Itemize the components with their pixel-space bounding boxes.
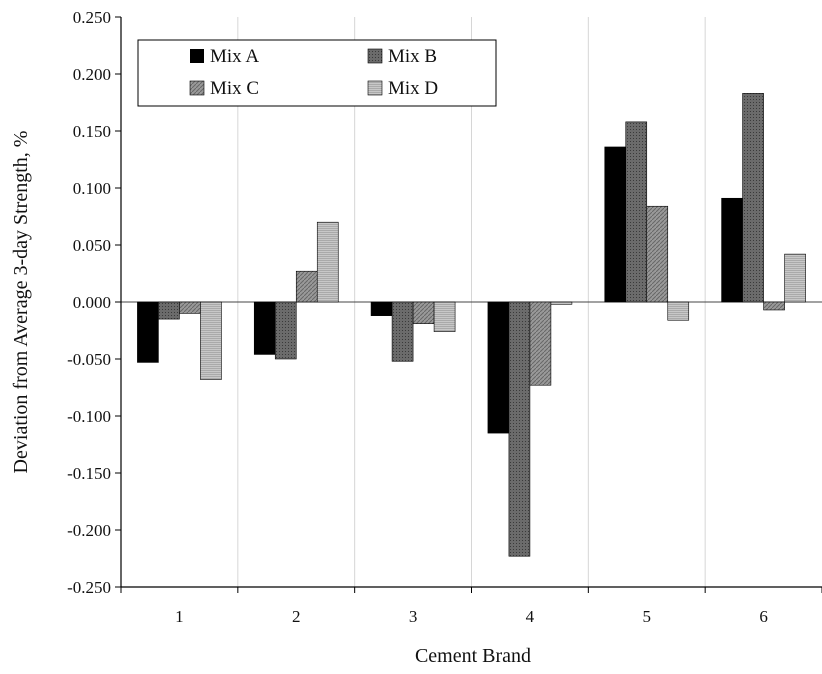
y-tick-label: 0.200: [73, 65, 111, 84]
x-tick-label: 4: [526, 607, 535, 626]
bar-mix-c-brand-4: [529, 301, 552, 386]
bar-mix-a-brand-3: [370, 301, 393, 316]
legend-label-mix-b: Mix B: [388, 46, 437, 67]
x-tick-label: 2: [292, 607, 301, 626]
legend-label-mix-d: Mix D: [388, 78, 438, 99]
y-tick-label: -0.050: [67, 350, 111, 369]
bar-mix-a-brand-4: [487, 301, 510, 434]
bar-mix-b-brand-6: [742, 93, 764, 303]
bar-mix-c-brand-1: [179, 301, 201, 314]
x-tick-label: 5: [643, 607, 652, 626]
legend: Mix A Mix B Mix C Mix D: [137, 39, 497, 107]
bar-mix-c-brand-6: [763, 301, 785, 311]
bar-mix-d-brand-4: [550, 301, 573, 305]
y-tick-label: -0.250: [67, 578, 111, 597]
legend-label-mix-c: Mix C: [210, 78, 259, 99]
bar-mix-a-brand-6: [721, 197, 743, 303]
legend-swatch-mix-c: [189, 80, 205, 96]
bar-mix-d-brand-6: [784, 253, 806, 303]
y-tick-label: -0.200: [67, 521, 111, 540]
bar-mix-c-brand-5: [646, 205, 669, 303]
legend-swatch-mix-b: [367, 48, 383, 64]
bar-mix-b-brand-2: [274, 301, 297, 360]
bar-mix-c-brand-3: [412, 301, 435, 324]
y-tick-label: -0.100: [67, 407, 111, 426]
x-ticks: 1 2 3 4 5 6: [120, 587, 822, 626]
x-tick-label: 1: [175, 607, 184, 626]
y-tick-label: 0.000: [73, 293, 111, 312]
bar-mix-b-brand-4: [508, 301, 531, 557]
bar-mix-b-brand-1: [158, 301, 180, 320]
y-ticks: 0.250 0.200 0.150 0.100 0.050 0.000 -0.050 -0.1…: [67, 8, 121, 597]
y-tick-label: 0.250: [73, 8, 111, 27]
bar-mix-a-brand-1: [137, 301, 159, 363]
y-axis-title: Deviation from Average 3-day Strength, %: [10, 131, 32, 474]
bars: [137, 93, 806, 557]
x-axis-title: Cement Brand: [415, 645, 531, 667]
y-tick-label: 0.050: [73, 236, 111, 255]
bar-mix-d-brand-1: [200, 301, 222, 380]
x-tick-label: 6: [759, 607, 768, 626]
x-tick-label: 3: [409, 607, 418, 626]
y-tick-label: 0.100: [73, 179, 111, 198]
bar-mix-b-brand-3: [391, 301, 414, 362]
legend-label-mix-a: Mix A: [210, 46, 259, 67]
y-tick-label: 0.150: [73, 122, 111, 141]
bar-mix-a-brand-5: [604, 146, 627, 303]
bar-mix-b-brand-5: [625, 121, 648, 303]
legend-swatch-mix-a: [190, 49, 204, 63]
bar-mix-d-brand-2: [316, 221, 339, 303]
bar-mix-d-brand-3: [433, 301, 456, 332]
bar-mix-a-brand-2: [253, 301, 276, 355]
bar-mix-c-brand-2: [295, 270, 318, 303]
legend-swatch-mix-d: [367, 80, 383, 96]
y-tick-label: -0.150: [67, 464, 111, 483]
bar-mix-d-brand-5: [667, 301, 690, 321]
